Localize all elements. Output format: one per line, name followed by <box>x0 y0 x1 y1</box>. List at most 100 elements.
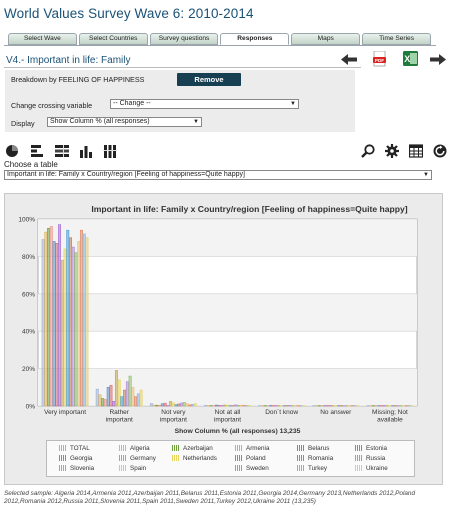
x-tick-label: Very important <box>44 409 86 416</box>
table-icon[interactable] <box>409 144 423 158</box>
bar-estonia <box>55 243 59 407</box>
legend-item-georgia[interactable]: Georgia <box>59 455 92 462</box>
legend-label: Slovenia <box>70 465 95 472</box>
legend-item-poland[interactable]: Poland <box>235 455 266 462</box>
y-tick-label: 60% <box>22 291 35 298</box>
crossing-variable-value: -- Change -- <box>113 100 151 107</box>
legend-item-ukraine[interactable]: Ukraine <box>355 465 388 472</box>
legend-item-germany[interactable]: Germany <box>119 455 156 462</box>
bar-total <box>149 403 153 407</box>
legend-item-turkey[interactable]: Turkey <box>297 465 327 472</box>
bar-algeria <box>44 231 48 407</box>
legend-label: Georgia <box>70 455 93 462</box>
bar-total <box>95 388 99 407</box>
bar-turkey <box>191 404 194 407</box>
tabs-divider <box>4 45 436 46</box>
tab-maps[interactable]: Maps <box>291 33 361 45</box>
plot-band <box>38 368 417 406</box>
bar-sweden <box>242 405 246 407</box>
legend-swatch <box>59 455 67 462</box>
legend-label: Sweden <box>246 465 269 472</box>
bar-germany <box>223 404 227 407</box>
chevron-down-icon: ▼ <box>193 119 199 125</box>
bar-russia <box>288 405 292 407</box>
bar-total <box>41 239 45 407</box>
display-select[interactable]: Show Column % (all responses) ▼ <box>47 117 202 127</box>
bar-slovenia <box>74 252 78 407</box>
horizontal-bar-icon[interactable] <box>30 144 44 158</box>
legend-item-sweden[interactable]: Sweden <box>235 465 269 472</box>
legend-item-russia[interactable]: Russia <box>355 455 385 462</box>
bar-spain <box>239 404 243 407</box>
bar-romania <box>123 389 127 407</box>
legend-item-armenia[interactable]: Armenia <box>235 445 269 452</box>
legend-item-azerbaijan[interactable]: Azerbaijan <box>172 445 213 452</box>
legend-swatch <box>59 445 67 452</box>
bar-russia <box>71 246 75 407</box>
legend-item-spain[interactable]: Spain <box>119 465 146 472</box>
bar-ukraine <box>247 405 251 407</box>
tab-responses[interactable]: Responses <box>220 33 290 45</box>
stacked-column-icon[interactable] <box>103 144 117 158</box>
legend-item-romania[interactable]: Romania <box>297 455 333 462</box>
legend-label: Ukraine <box>366 465 388 472</box>
settings-icon[interactable] <box>385 144 399 158</box>
legend-item-belarus[interactable]: Belarus <box>297 445 329 452</box>
bar-ukraine <box>139 389 143 407</box>
breakdown-panel: Breakdown by FEELING OF HAPPINESS Remove… <box>5 70 355 132</box>
tab-select-countries[interactable]: Select Countries <box>78 33 148 45</box>
legend-item-algeria[interactable]: Algeria <box>119 445 150 452</box>
tab-survey-questions[interactable]: Survey questions <box>149 33 219 45</box>
bar-algeria <box>152 404 156 407</box>
remove-button[interactable]: Remove <box>177 73 241 86</box>
refresh-icon[interactable] <box>433 144 447 158</box>
x-tick-label: important <box>106 417 133 424</box>
bar-poland <box>120 396 124 407</box>
bar-spain <box>77 241 81 407</box>
bar-romania <box>177 403 181 407</box>
legend-swatch <box>355 465 363 472</box>
legend-label: Netherlands <box>183 455 217 462</box>
tab-time-series[interactable]: Time Series <box>362 33 431 45</box>
bar-azerbaijan <box>155 404 159 407</box>
legend-item-estonia[interactable]: Estonia <box>355 445 387 452</box>
bar-ukraine <box>193 403 197 407</box>
bar-poland <box>174 404 178 407</box>
vertical-bar-icon[interactable] <box>79 144 93 158</box>
stacked-bar-icon[interactable] <box>55 144 69 158</box>
zoom-icon[interactable] <box>361 144 375 158</box>
pie-chart-icon[interactable] <box>5 144 19 158</box>
bar-poland <box>66 229 70 407</box>
bar-azerbaijan <box>47 228 51 407</box>
legend-label: TOTAL <box>70 445 90 452</box>
x-axis-title: Show Column % (all responses) 13,235 <box>175 428 301 435</box>
plot-band <box>38 293 417 332</box>
bar-germany <box>114 370 118 407</box>
legend-swatch <box>172 445 180 452</box>
x-tick-label: No answer <box>320 409 352 416</box>
crossing-variable-select[interactable]: -- Change -- ▼ <box>110 99 299 109</box>
bar-slovenia <box>182 402 186 407</box>
arrow-left-icon[interactable] <box>341 54 357 65</box>
legend-item-slovenia[interactable]: Slovenia <box>59 465 94 472</box>
legend-item-netherlands[interactable]: Netherlands <box>172 455 217 462</box>
x-tick-label: Don´t know <box>265 409 298 416</box>
legend-swatch <box>297 445 305 452</box>
choose-table-label: Choose a table <box>4 160 58 169</box>
legend-swatch <box>297 465 305 472</box>
pdf-icon[interactable]: PDF <box>373 51 387 67</box>
x-tick-label: Not very <box>161 409 186 416</box>
excel-icon[interactable]: X <box>403 51 418 66</box>
tab-select-wave[interactable]: Select Wave <box>8 33 77 45</box>
legend-swatch <box>59 465 67 472</box>
bar-slovenia <box>128 375 132 407</box>
table-select[interactable]: Important in life: Family x Country/regi… <box>4 170 432 180</box>
bar-ukraine <box>85 237 89 407</box>
legend-swatch <box>119 445 127 452</box>
bar-belarus <box>52 241 56 407</box>
arrow-right-icon[interactable] <box>430 54 446 65</box>
x-tick-label: important <box>214 417 241 424</box>
bar-romania <box>69 237 72 407</box>
chart-legend: TOTAL Algeria Azerbaijan Armenia Belarus Esto… <box>46 440 415 477</box>
legend-item-total[interactable]: TOTAL <box>59 445 90 452</box>
